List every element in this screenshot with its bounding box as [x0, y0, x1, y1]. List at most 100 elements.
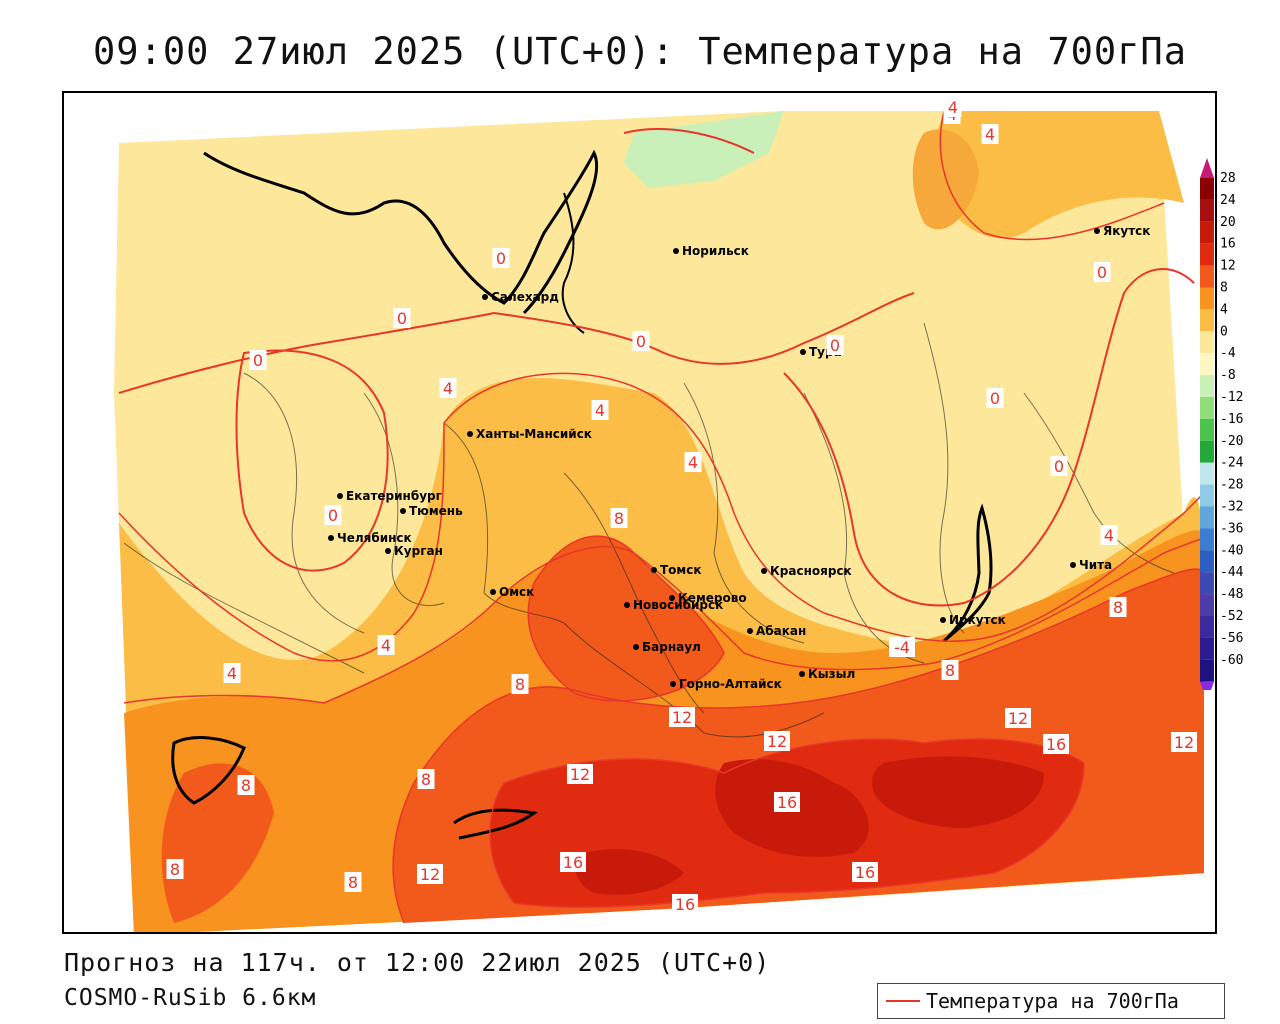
scale-tick-label: 8: [1220, 281, 1228, 296]
contour-label-box: [511, 674, 529, 694]
contour-label-box: [1005, 708, 1031, 728]
scale-tick-label: -4: [1220, 346, 1236, 361]
city-label: Тюмень: [409, 504, 463, 518]
scale-swatch: [1200, 506, 1214, 529]
scale-tick-label: -40: [1220, 543, 1243, 558]
city-marker: [328, 535, 334, 541]
contour-value-label: 16: [675, 895, 695, 914]
city-marker: [651, 567, 657, 573]
contour-value-label: 8: [1113, 598, 1123, 617]
city-marker: [673, 248, 679, 254]
city-label: Кызыл: [808, 667, 855, 681]
scale-tick-label: 16: [1220, 237, 1236, 252]
city-marker: [1070, 562, 1076, 568]
contour-label-box: [610, 508, 628, 528]
city-marker: [761, 568, 767, 574]
forecast-info: Прогноз на 117ч. от 12:00 22июл 2025 (UT…: [64, 948, 771, 977]
contour-label-box: [1109, 597, 1127, 617]
contour-label-box: [672, 894, 698, 914]
contour-label-box: [889, 637, 915, 657]
scale-swatch: [1200, 375, 1214, 397]
contour-label-box: [1043, 734, 1069, 754]
city-label: Ханты-Мансийск: [476, 427, 592, 441]
scale-bar: 28 24 20 16 12 8 4 0 -4 -8 -12 -16 -20 -24 -28 -32 -36 -4…: [1200, 158, 1244, 702]
city-label: Абакан: [756, 624, 806, 638]
temperature-map[interactable]: Норильск Якутск Салехард Тура Ханты-Мансийск…: [62, 91, 1217, 934]
contour-value-label: 8: [241, 776, 251, 795]
city-marker: [400, 508, 406, 514]
city-label: Томск: [660, 563, 702, 577]
contour-label-box: [417, 769, 435, 789]
city-label: Горно-Алтайск: [679, 677, 782, 691]
contour-label-box: [1171, 732, 1197, 752]
scale-tick-label: 12: [1220, 259, 1236, 274]
contour-0: [118, 128, 1195, 607]
scale-swatch: [1200, 221, 1214, 244]
scale-tick-label: -20: [1220, 434, 1243, 449]
contour-value-label: 12: [1008, 709, 1028, 728]
city-label: Чита: [1079, 558, 1112, 572]
scale-swatch: [1200, 178, 1214, 200]
scale-tick-label: 28: [1220, 171, 1236, 186]
model-name: COSMO-RuSib 6.6км: [64, 985, 317, 1011]
city-marker: [670, 681, 676, 687]
hot-zone-16-inner-c: [575, 849, 684, 895]
contour-value-label: 0: [496, 249, 506, 268]
contour-label-box: [324, 505, 342, 525]
city-label: Екатеринбург: [346, 489, 442, 503]
contour-value-label: 12: [1174, 733, 1194, 752]
map-title: 09:00 27июл 2025 (UTC+0): Температура на…: [93, 30, 1187, 73]
contour-label-box: [826, 335, 844, 355]
scale-swatch: [1200, 309, 1214, 332]
contour-label-box: [852, 862, 878, 882]
warm-zone-8-altai: [528, 536, 724, 701]
contour-value-label: 0: [990, 389, 1000, 408]
cities: НорильскЯкутскСалехардТураХанты-Мансийск…: [328, 224, 1150, 691]
scale-swatch: [1200, 528, 1214, 551]
contour-value-label: 4: [227, 664, 237, 683]
contour-value-label: 4: [443, 379, 453, 398]
contour-label-box: [941, 660, 959, 680]
coastline-north: [203, 149, 599, 315]
legend: Температура на 700гПа: [877, 983, 1225, 1019]
scale-swatch: [1200, 659, 1214, 682]
city-label: Красноярск: [770, 564, 852, 578]
scale-tick-label: -48: [1220, 587, 1243, 602]
scale-tick-label: -12: [1220, 390, 1243, 405]
contour-value-label: 0: [1054, 457, 1064, 476]
city-label: Новосибирск: [633, 598, 723, 612]
scale-swatch: [1200, 484, 1214, 507]
cold-region-north: [624, 111, 784, 188]
contour-value-label: 8: [421, 770, 431, 789]
contour-label-box: [1050, 456, 1068, 476]
scale-tick-label: -32: [1220, 500, 1243, 515]
city-label: Барнаул: [642, 640, 701, 654]
contour-label-box: [377, 635, 395, 655]
scale-swatch: [1200, 594, 1214, 616]
contour-labels: 0000000004444444448888888812121212121216…: [166, 97, 1197, 914]
contour-label-box: [344, 872, 362, 892]
contour-value-label: 0: [397, 309, 407, 328]
scale-swatch: [1200, 418, 1214, 441]
scale-tick-label: 4: [1220, 302, 1228, 317]
city-marker: [482, 294, 488, 300]
contour-label-box: [774, 792, 800, 812]
contour-label-box: [981, 124, 999, 144]
scale-tick-label: -44: [1220, 565, 1244, 580]
contour-label-box: [1093, 262, 1111, 282]
contour-label-box: [1100, 525, 1118, 545]
contour-value-label: 0: [328, 506, 338, 525]
scale-swatch: [1200, 199, 1214, 222]
city-label: Курган: [394, 544, 443, 558]
contour-value-label: 8: [348, 873, 358, 892]
contour-value-label: 4: [985, 125, 995, 144]
contour-label-box: [223, 663, 241, 683]
contour-value-label: 8: [170, 860, 180, 879]
contour-value-label: 4: [595, 401, 605, 420]
contour-label-box: [632, 331, 650, 351]
contour-label-box: [237, 775, 255, 795]
scale-swatch: [1200, 265, 1214, 288]
contour-value-label: 4: [381, 636, 391, 655]
city-marker: [624, 602, 630, 608]
contour-label-box: [591, 400, 609, 420]
